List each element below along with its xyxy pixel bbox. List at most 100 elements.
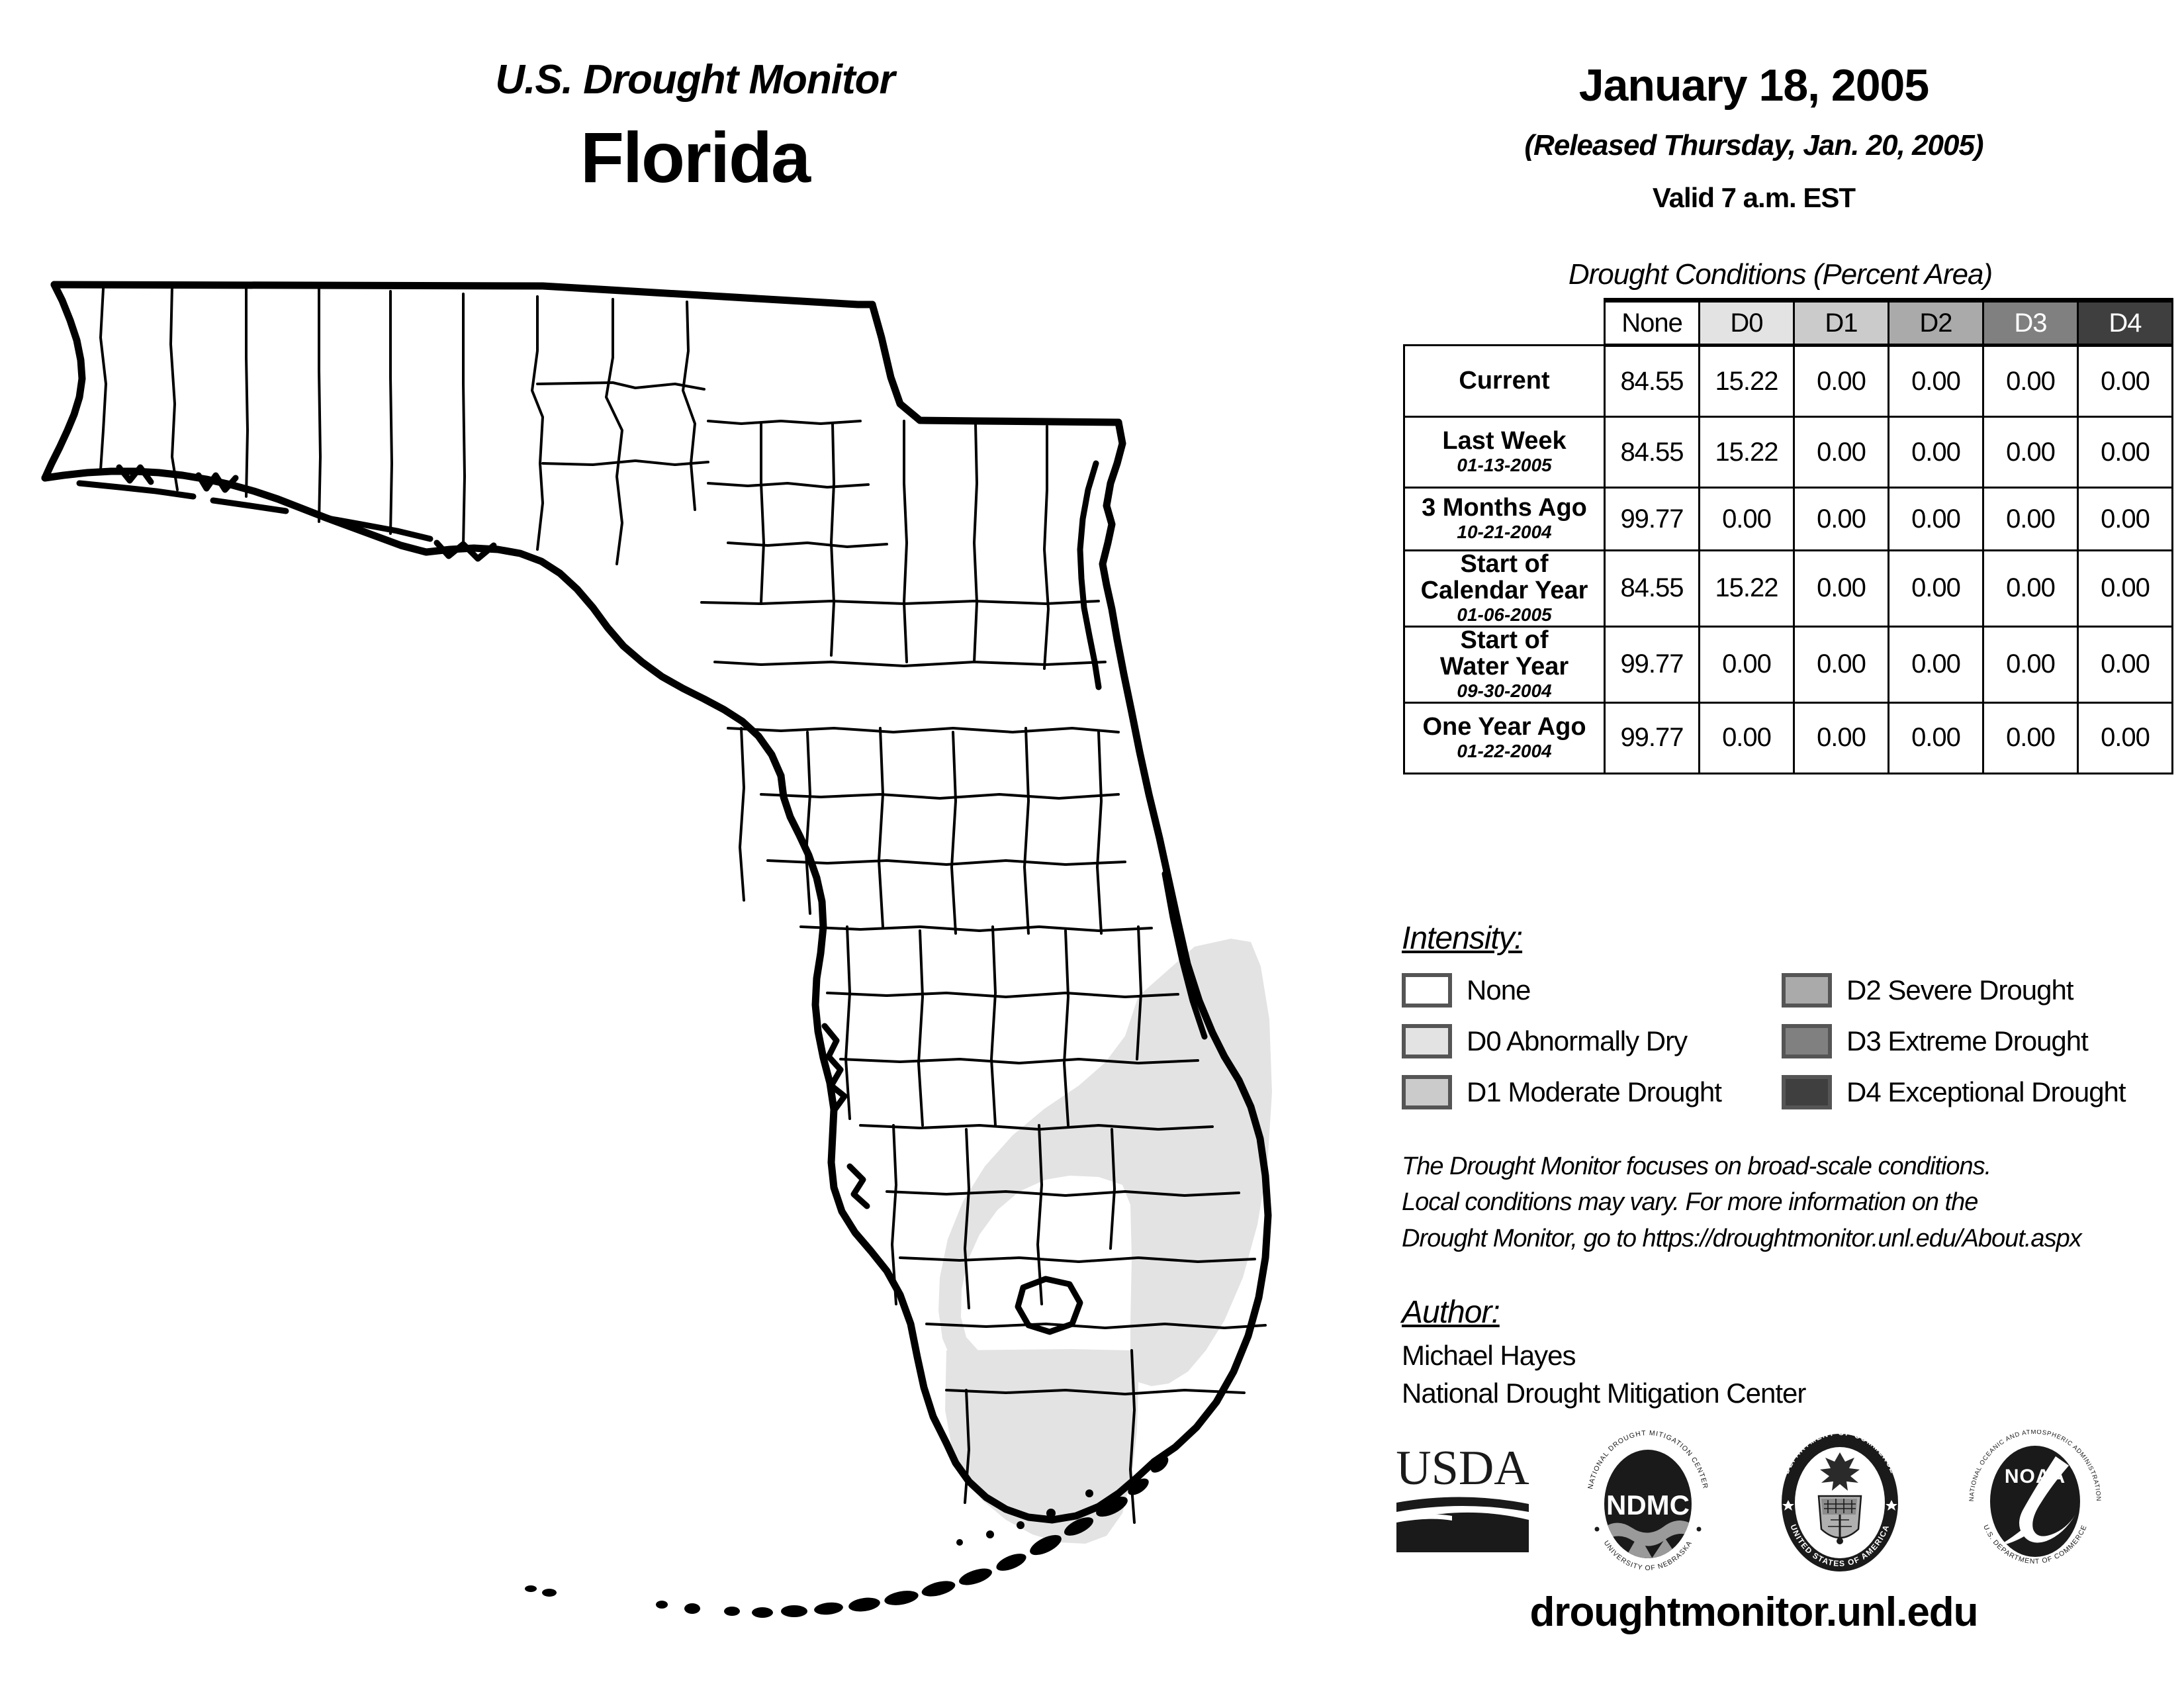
ndmc-logo: NDMC NATIONAL DROUGHT MITIGATION CENTER … [1586,1430,1709,1572]
row-label-text: Last Week [1442,427,1567,455]
county-line [760,422,765,604]
row-label-text: 3 Months Ago [1422,494,1587,522]
county-line [605,298,623,565]
county-line [925,1323,1267,1329]
county-line [899,1256,1256,1263]
county-line [1129,1349,1136,1524]
cell-d1: 0.00 [1793,487,1889,551]
program-title: U.S. Drought Monitor [495,57,895,103]
disclaimer-line-3: Drought Monitor, go to https://droughtmo… [1402,1224,2082,1252]
county-line [462,293,466,547]
county-line [1036,1124,1043,1305]
cell-none: 84.55 [1604,549,1700,628]
county-line [1043,425,1050,670]
column-header-d2: D2 [1888,298,1984,347]
county-line [1109,1128,1116,1250]
charlotte-harbor [846,1163,870,1209]
legend-swatch-d3 [1782,1024,1832,1058]
county-line [766,859,1126,866]
county-line [707,482,870,489]
legend-item-d3: D3 Extreme Drought [1782,1024,2089,1058]
cell-d4: 0.00 [2077,344,2173,418]
county-line [99,287,107,471]
disclaimer-line-2: Local conditions may vary. For more info… [1402,1188,1978,1217]
eagle-icon [1820,1452,1860,1491]
county-line [541,459,709,466]
county-line [700,600,1100,605]
atlantic-coast-north [1099,418,1228,1060]
cell-d2: 0.00 [1888,625,1984,704]
table-row: Last Week 01-13-2005 84.55 15.22 0.00 0.… [1403,416,2173,489]
row-label-date: 01-13-2005 [1457,454,1552,475]
county-line [917,929,924,1127]
cell-d0: 0.00 [1698,625,1795,704]
county-line [727,541,888,548]
florida-drought-map [41,281,1272,1618]
state-northeast-border [868,301,1122,426]
county-line [169,286,179,491]
county-line [727,727,1120,733]
legend-swatch-d0 [1402,1024,1452,1058]
atlantic-coast-south [1150,1053,1272,1466]
disclaimer-line-1: The Drought Monitor focuses on broad-sca… [1402,1152,1991,1180]
county-line [1023,727,1030,935]
table-row: Start of Water Year 09-30-2004 99.77 0.0… [1403,625,2173,704]
cell-d2: 0.00 [1888,549,1984,628]
cell-d3: 0.00 [1982,487,2079,551]
county-line [707,420,862,425]
doc-seal: DEPARTMENT OF COMMERCE UNITED STATES OF … [1782,1430,1898,1571]
st-andrews-bay [195,472,239,493]
state-north-border [50,281,876,308]
county-line [245,286,249,498]
cell-d3: 0.00 [1982,701,2079,774]
cell-d2: 0.00 [1888,344,1984,418]
county-line [844,925,851,1120]
cell-d0: 0.00 [1698,701,1795,774]
county-line [826,992,1179,998]
row-label-date: 09-30-2004 [1457,680,1552,701]
county-line [799,925,1153,932]
florida-keys [525,1456,1169,1618]
county-line [682,301,696,511]
table-caption: Drought Conditions (Percent Area) [1568,258,1993,291]
county-line [973,422,978,663]
cell-d4: 0.00 [2077,416,2173,489]
county-line [839,1058,1199,1064]
county-line [805,731,811,915]
county-line [945,1389,1246,1395]
county-line [318,287,322,523]
county-line [950,731,957,935]
table-row: 3 Months Ago 10-21-2004 99.77 0.00 0.00 … [1403,487,2173,551]
county-line [990,925,997,1127]
legend-item-d4: D4 Exceptional Drought [1782,1075,2126,1109]
noaa-logo: NOAA NATIONAL OCEANIC AND ATMOSPHERIC AD… [1968,1430,2101,1566]
county-line [964,1389,970,1504]
ndmc-wordmark: NDMC [1606,1489,1690,1521]
row-label-last-week: Last Week 01-13-2005 [1403,416,1606,489]
usda-logo: USDA [1396,1441,1529,1552]
barrier-island-pensacola [76,480,197,500]
table-header-row: None D0 D1 D2 D3 D4 [1404,298,2173,347]
header-spacer [1404,301,1605,346]
table-row: Current 84.55 15.22 0.00 0.00 0.00 0.00 [1403,344,2173,418]
legend-title: Intensity: [1402,921,1523,956]
cell-none: 84.55 [1604,344,1700,418]
county-line [1096,731,1103,935]
cell-none: 99.77 [1604,487,1700,551]
row-label-date: 01-06-2005 [1457,604,1552,625]
cell-d3: 0.00 [1982,344,2079,418]
table-row: Start of Calendar Year 01-06-2005 84.55 … [1403,549,2173,628]
author-title: Author: [1402,1295,1500,1330]
choctawhatchee-bay [116,464,154,485]
legend-label-d4: D4 Exceptional Drought [1846,1076,2126,1107]
column-header-none: None [1604,298,1700,347]
legend-swatch-d4 [1782,1075,1832,1109]
cell-d1: 0.00 [1793,344,1889,418]
gulf-coast-southwest [777,772,950,1447]
state-title: Florida [580,117,811,197]
author-block: Michael Hayes National Drought Mitigatio… [1402,1337,2183,1412]
west-panhandle-border [41,281,86,482]
cell-none: 84.55 [1604,416,1700,489]
row-label-text: Current [1459,366,1550,395]
column-header-d1: D1 [1793,298,1889,347]
